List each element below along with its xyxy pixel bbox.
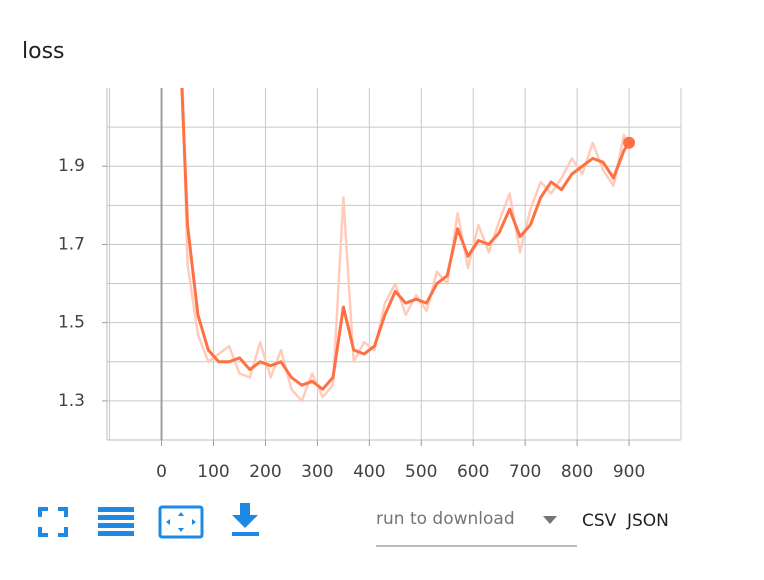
dropdown-arrow[interactable] xyxy=(543,516,557,524)
last-point xyxy=(623,136,636,149)
download-icon[interactable] xyxy=(232,503,259,536)
y-tick-label: 1.9 xyxy=(58,156,85,176)
x-tick-label: 700 xyxy=(509,462,541,482)
x-tick-label: 100 xyxy=(197,462,229,482)
y-tick-label: 1.5 xyxy=(58,313,85,333)
series-line xyxy=(181,88,631,403)
series-line xyxy=(180,88,631,391)
toggle-log-icon[interactable] xyxy=(98,507,134,536)
fullscreen-icon[interactable] xyxy=(38,507,68,537)
x-tick-label: 900 xyxy=(613,462,645,482)
x-tick-label: 300 xyxy=(301,462,333,482)
chart: loss 1.3 1.5 1.7 1.9 0 100 200 300 400 500 600 700 8… xyxy=(22,39,682,482)
csv-link[interactable]: CSV xyxy=(582,511,617,531)
run-select[interactable]: run to download xyxy=(376,509,515,529)
chart-title: loss xyxy=(22,39,65,64)
x-tick-label: 500 xyxy=(405,462,437,482)
x-tick-label: 200 xyxy=(249,462,281,482)
x-tick-label: 400 xyxy=(353,462,385,482)
x-tick-label: 0 xyxy=(156,462,167,482)
fit-domain-icon[interactable] xyxy=(158,505,204,539)
toolbar xyxy=(38,503,577,547)
x-tick-label: 800 xyxy=(561,462,593,482)
x-tick-label: 600 xyxy=(457,462,489,482)
y-tick-label: 1.3 xyxy=(58,391,85,411)
json-link[interactable]: JSON xyxy=(627,511,669,531)
y-tick-label: 1.7 xyxy=(58,234,85,254)
